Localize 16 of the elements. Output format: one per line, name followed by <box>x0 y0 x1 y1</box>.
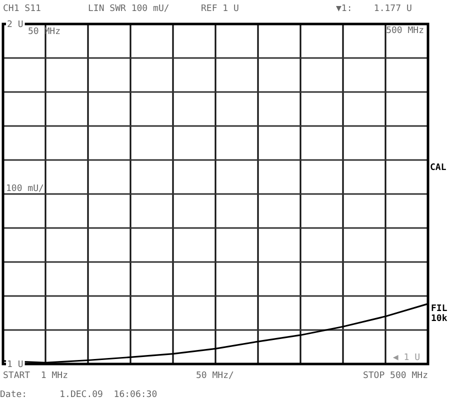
text: ▼1: 1.177 U <box>336 4 412 14</box>
text: CAL <box>430 163 447 173</box>
text: Date: 1.DEC.09 16:06:30 <box>0 390 158 400</box>
text: REF 1 U <box>201 4 239 14</box>
annotation: 500 MHz <box>386 26 424 36</box>
text: CH1 S11 <box>3 4 41 14</box>
text: STOP 500 MHz <box>362 371 428 381</box>
text: 50 MHz/ <box>196 371 234 381</box>
text: LIN SWR 100 mU/ <box>88 4 170 14</box>
y-tick-label: 2 U <box>7 20 24 30</box>
text: 10k <box>431 314 448 324</box>
y-tick-label: 1 U <box>7 360 24 370</box>
annotation: ◀ 1 U <box>392 353 420 363</box>
text: FIL <box>431 304 448 314</box>
annotation: 100 mU/ <box>6 184 44 194</box>
text: START 1 MHz <box>3 371 68 381</box>
